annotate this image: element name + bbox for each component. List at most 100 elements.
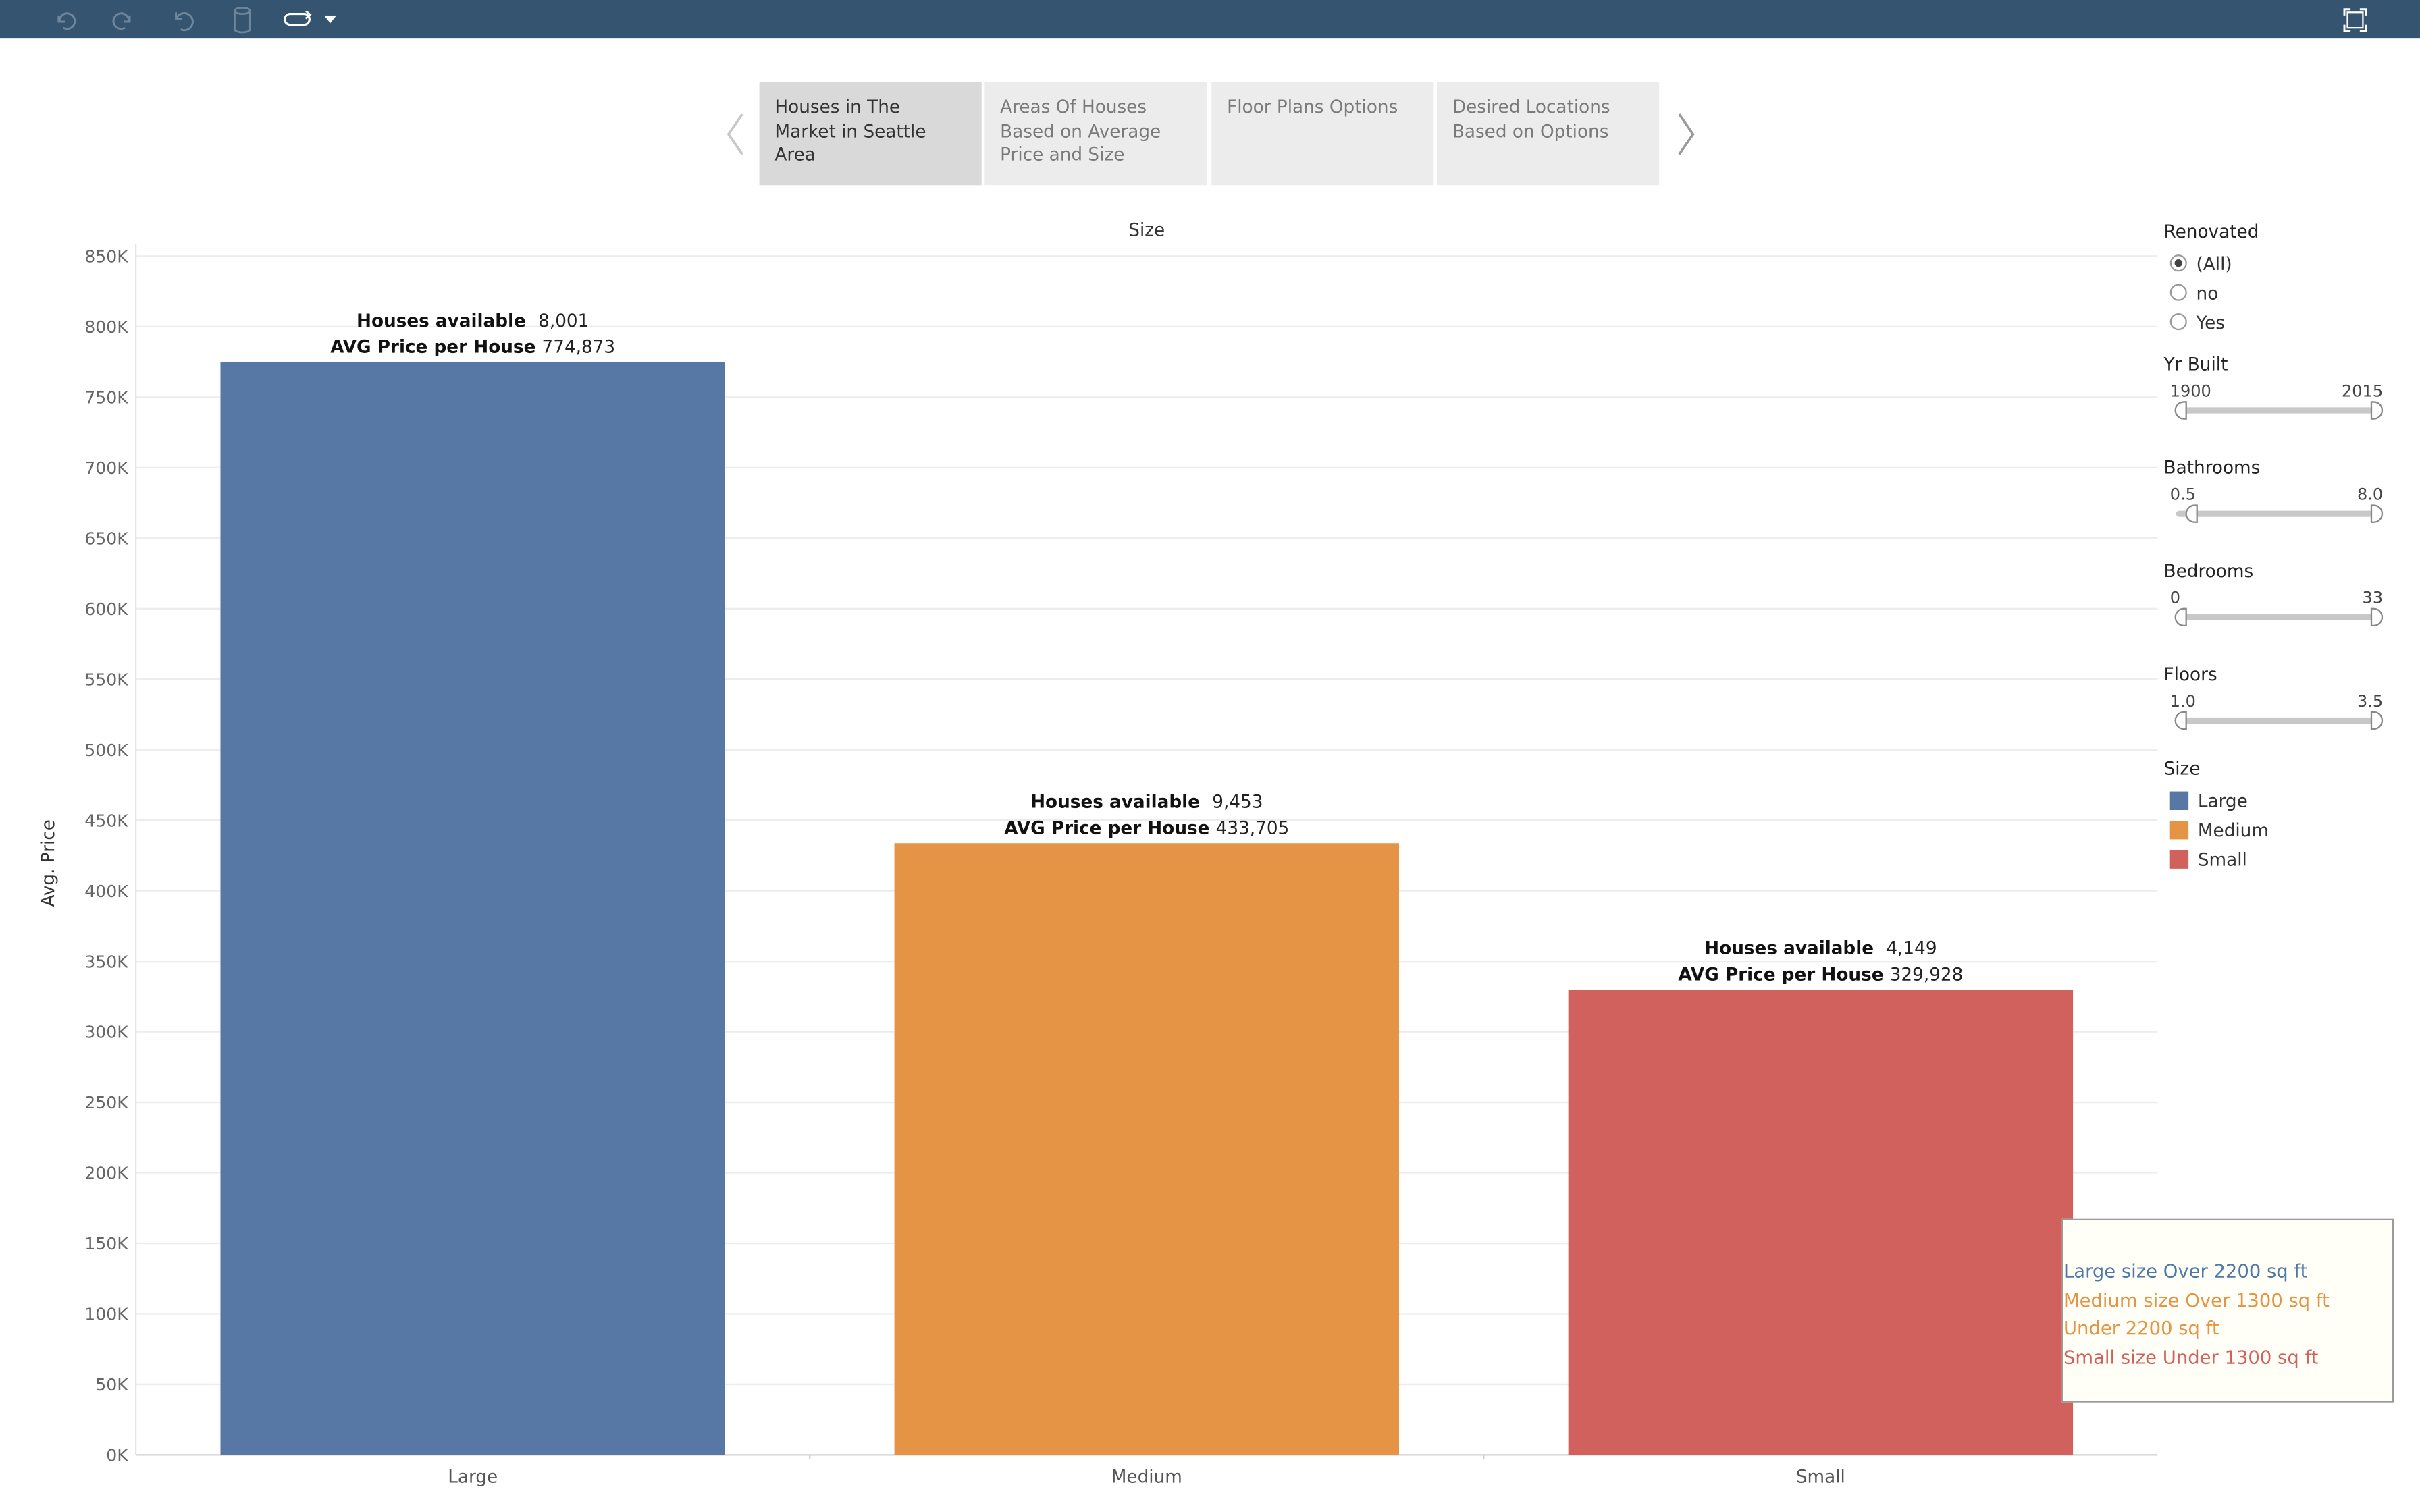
slider-high-handle[interactable]: [2370, 608, 2384, 626]
y-tick-label: 300K: [84, 1023, 128, 1042]
y-tick-label: 500K: [84, 740, 128, 760]
radio-icon: [2169, 284, 2187, 301]
slider-track[interactable]: [2176, 614, 2380, 620]
size-legend-title: Size: [2163, 757, 2201, 780]
y-axis-title: Avg. Price: [38, 819, 59, 907]
slider-max-value: 2015: [2342, 382, 2384, 402]
bar-chart: 0K 50K 100K 150K 200K 250K 300K 350K 400K 450K 500…: [38, 244, 2158, 1488]
slider-range-values: 1.0 3.5: [2164, 693, 2396, 714]
legend-item-large[interactable]: Large: [2164, 785, 2396, 814]
slider-high-handle[interactable]: [2370, 504, 2384, 523]
y-tick-label: 700K: [84, 458, 128, 478]
legend-label: Small: [2197, 847, 2247, 869]
slider-title: Floors: [2163, 663, 2217, 685]
renovated-option-no[interactable]: no: [2164, 277, 2396, 306]
slider-low-handle[interactable]: [2174, 401, 2187, 420]
bar-large[interactable]: [220, 362, 725, 1455]
y-tick-label: 150K: [84, 1234, 128, 1253]
slider-range-values: 0 33: [2164, 589, 2396, 611]
x-category-label: Small: [1796, 1467, 1845, 1488]
slider-range-values: 1900 2015: [2164, 383, 2396, 404]
y-tick-label: 800K: [84, 317, 128, 337]
slider-filter-bathrooms: Bathrooms 0.5 8.0: [2164, 457, 2396, 560]
x-category-label: Large: [448, 1467, 498, 1488]
slider-range-values: 0.5 8.0: [2164, 486, 2396, 508]
y-tick-label: 650K: [84, 529, 128, 548]
story-tab-areas-of-houses[interactable]: Areas Of Houses Based on Average Price a…: [984, 82, 1207, 186]
story-tab-desired-locations[interactable]: Desired Locations Based on Options: [1436, 82, 1660, 186]
y-tick-label: 400K: [84, 882, 128, 901]
legend-label: Medium: [2197, 818, 2269, 840]
bar-small[interactable]: [1568, 990, 2074, 1455]
legend-label: Large: [2197, 789, 2248, 811]
chevron-left-icon: [727, 113, 743, 155]
renovated-filter-title: Renovated: [2163, 220, 2259, 242]
y-tick-label: 850K: [84, 247, 128, 267]
slider-track[interactable]: [2176, 717, 2380, 724]
previous-story-point-button[interactable]: [718, 108, 752, 161]
link-icon[interactable]: [280, 5, 317, 34]
toolbar: [0, 0, 2420, 39]
slider-title: Yr Built: [2163, 353, 2228, 375]
data-source-icon[interactable]: [226, 5, 259, 34]
dropdown-caret-icon[interactable]: [319, 5, 341, 34]
undo-icon[interactable]: [48, 5, 82, 34]
y-tick-label: 450K: [84, 811, 128, 830]
slider-filter-floors: Floors 1.0 3.5: [2164, 664, 2396, 767]
slider-track[interactable]: [2176, 510, 2380, 517]
story-tab-houses-in-market[interactable]: Houses in The Market in Seattle Area: [759, 82, 982, 186]
fullscreen-icon[interactable]: [2338, 5, 2372, 34]
slider-title: Bathrooms: [2163, 456, 2261, 479]
y-tick-label: 100K: [84, 1305, 128, 1324]
radio-icon: [2169, 313, 2187, 331]
size-definition-annotation: Large size Over 2200 sq ft Medium size O…: [2061, 1218, 2394, 1403]
legend-swatch: [2169, 849, 2189, 868]
slider-low-handle[interactable]: [2174, 608, 2187, 626]
legend-item-medium[interactable]: Medium: [2164, 815, 2396, 844]
slider-min-value: 1900: [2169, 382, 2211, 402]
bar-label-avg-price: AVG Price per House 433,705: [1004, 819, 1289, 839]
annotation-line: Medium size Over 1300 sq ft: [2063, 1289, 2330, 1311]
redo-icon[interactable]: [107, 5, 140, 34]
y-tick-label: 350K: [84, 952, 128, 971]
bar-label-houses-available: Houses available 4,149: [1704, 938, 1937, 959]
renovated-option-label: (All): [2196, 252, 2232, 274]
y-tick-label: 750K: [84, 388, 128, 408]
slider-low-handle[interactable]: [2174, 711, 2187, 730]
slider-filter-bedrooms: Bedrooms 0 33: [2164, 560, 2396, 664]
slider-title: Bedrooms: [2163, 560, 2254, 582]
bar-label-avg-price: AVG Price per House 329,928: [1678, 965, 1963, 985]
slider-max-value: 3.5: [2357, 693, 2384, 711]
y-tick-label: 0K: [106, 1446, 128, 1465]
story-tab-floor-plans[interactable]: Floor Plans Options: [1211, 82, 1434, 186]
renovated-option-all[interactable]: (All): [2164, 248, 2396, 277]
x-category-label: Medium: [1111, 1467, 1182, 1488]
bar-medium[interactable]: [894, 843, 1399, 1455]
legend-swatch: [2169, 790, 2189, 809]
y-tick-label: 50K: [95, 1375, 128, 1395]
next-story-point-button[interactable]: [1670, 108, 1704, 161]
y-tick-label: 250K: [84, 1093, 128, 1112]
slider-min-value: 0: [2169, 589, 2180, 608]
slider-low-handle[interactable]: [2184, 504, 2197, 523]
annotation-line: Under 2200 sq ft: [2063, 1317, 2219, 1339]
bar-label-avg-price: AVG Price per House 774,873: [330, 338, 615, 358]
renovated-option-label: no: [2196, 281, 2219, 304]
slider-track[interactable]: [2176, 407, 2380, 414]
y-tick-label: 600K: [84, 599, 128, 619]
filters-panel: Renovated (All) no Yes Yr Built 1900 2015 B…: [2164, 221, 2396, 873]
renovated-option-yes[interactable]: Yes: [2164, 307, 2396, 336]
revert-icon[interactable]: [167, 5, 201, 34]
slider-high-handle[interactable]: [2370, 711, 2384, 730]
chart-title: Size: [1128, 219, 1165, 241]
legend-item-small[interactable]: Small: [2164, 844, 2396, 873]
radio-selected-icon: [2169, 254, 2187, 272]
renovated-option-label: Yes: [2196, 310, 2226, 333]
slider-max-value: 8.0: [2357, 485, 2384, 505]
annotation-line: Large size Over 2200 sq ft: [2063, 1260, 2308, 1282]
slider-max-value: 33: [2362, 589, 2384, 608]
slider-min-value: 1.0: [2169, 693, 2196, 711]
y-tick-label: 200K: [84, 1164, 128, 1183]
slider-high-handle[interactable]: [2370, 401, 2384, 420]
